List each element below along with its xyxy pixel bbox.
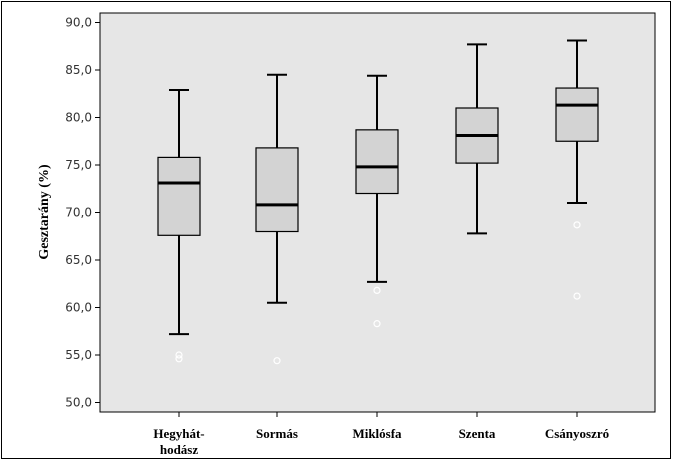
box-group <box>355 74 399 328</box>
outlier-point <box>573 221 581 229</box>
y-axis: 50,0 55,0 60,0 65,0 70,0 75,0 80,0 85,0 90,0 <box>65 16 100 410</box>
y-tick-label: 75,0 <box>65 158 92 172</box>
iqr-box <box>255 147 299 233</box>
category-label-line: Szenta <box>459 426 496 441</box>
category-label-line: hodász <box>160 442 199 457</box>
boxes <box>157 39 599 365</box>
outlier-point <box>175 355 183 363</box>
y-axis-title: Gesztarány (%) <box>37 164 52 260</box>
category-label: Miklósfa <box>352 426 402 441</box>
box-group <box>555 39 599 300</box>
y-tick-label: 70,0 <box>65 206 92 220</box>
box-group <box>157 88 201 363</box>
y-tick-label: 65,0 <box>65 253 92 267</box>
y-tick-label: 85,0 <box>65 63 92 77</box>
y-tick-label: 50,0 <box>65 396 92 410</box>
iqr-box <box>355 129 399 195</box>
box-group <box>255 73 299 365</box>
y-tick-label: 90,0 <box>65 16 92 30</box>
outlier-point <box>373 286 381 294</box>
category-label-line: Miklósfa <box>352 426 402 441</box>
outlier-point <box>273 357 281 365</box>
y-tick-label: 80,0 <box>65 111 92 125</box>
y-tick-label: 60,0 <box>65 301 92 315</box>
category-label: Csányoszró <box>545 426 609 441</box>
category-label: Szenta <box>459 426 496 441</box>
iqr-box <box>555 87 599 142</box>
category-label: Sormás <box>256 426 298 441</box>
category-label-line: Csányoszró <box>545 426 609 441</box>
outlier-point <box>573 292 581 300</box>
category-label-line: Sormás <box>256 426 298 441</box>
outlier-point <box>175 351 183 359</box>
category-label: Hegyhát-hodász <box>153 426 204 457</box>
x-axis: Hegyhát-hodász Sormás Miklósfa Szenta Csányo… <box>153 412 609 457</box>
y-tick-label: 55,0 <box>65 348 92 362</box>
outlier-point <box>373 320 381 328</box>
iqr-box <box>157 156 201 236</box>
category-label-line: Hegyhát- <box>153 426 204 441</box>
box-group <box>455 43 499 235</box>
